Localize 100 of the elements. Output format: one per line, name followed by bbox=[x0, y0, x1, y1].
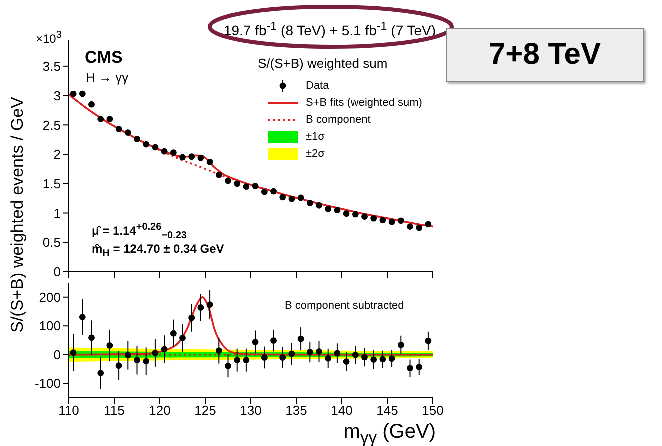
point bbox=[370, 215, 378, 222]
point bbox=[352, 211, 359, 218]
text: 7+8 TeV bbox=[446, 28, 644, 82]
point bbox=[134, 136, 140, 142]
point bbox=[243, 357, 250, 364]
point bbox=[270, 188, 277, 195]
point bbox=[198, 304, 204, 311]
point bbox=[143, 141, 150, 148]
point bbox=[416, 364, 423, 370]
y-axis-title: S/(S+B) weighted events / GeV bbox=[8, 97, 28, 333]
point bbox=[106, 116, 114, 122]
annotation: B component subtracted bbox=[285, 300, 404, 312]
point bbox=[252, 339, 259, 346]
point bbox=[362, 214, 368, 220]
point bbox=[206, 158, 214, 166]
point bbox=[343, 210, 350, 218]
point bbox=[170, 150, 177, 156]
legend-label: ±1σ bbox=[306, 130, 325, 142]
point bbox=[388, 356, 396, 362]
chart-title: 19.7 fb$^{-1}$ (8 TeV) + 5.1 fb$^{-1}$ (7 TeV) bbox=[224, 20, 436, 39]
legend-label: S+B fits (weighted sum) bbox=[306, 96, 422, 108]
point bbox=[334, 350, 341, 357]
legend-label: Data bbox=[306, 80, 330, 92]
point bbox=[425, 221, 432, 228]
point bbox=[152, 144, 159, 151]
point bbox=[306, 200, 314, 206]
point bbox=[306, 349, 314, 356]
point bbox=[261, 188, 268, 196]
point bbox=[298, 336, 304, 342]
x-tick-label: 115 bbox=[104, 403, 125, 418]
y-tick-label: 100 bbox=[39, 318, 61, 334]
y-tick-label: 3.5 bbox=[42, 59, 61, 74]
legend-title: S/(S+B) weighted sum bbox=[258, 56, 389, 71]
y-tick-label: 200 bbox=[39, 290, 61, 305]
point bbox=[362, 354, 368, 361]
point bbox=[343, 358, 350, 365]
point bbox=[116, 362, 122, 369]
point bbox=[270, 338, 277, 344]
point bbox=[79, 90, 86, 98]
point bbox=[280, 194, 286, 201]
y-tick-label: 0.5 bbox=[42, 235, 61, 250]
point bbox=[225, 362, 232, 370]
point bbox=[216, 172, 222, 178]
text: ×10$^{3}$ bbox=[36, 30, 62, 46]
y-tick-label: 0 bbox=[54, 264, 61, 280]
point bbox=[234, 357, 241, 364]
annotation: H → γγ bbox=[86, 70, 129, 85]
point bbox=[180, 154, 186, 161]
point bbox=[398, 218, 404, 224]
point bbox=[188, 154, 196, 160]
point bbox=[225, 178, 232, 184]
point bbox=[380, 356, 386, 363]
annotation: m̂$_{H}$ = 124.70 ± 0.34 GeV bbox=[92, 242, 224, 260]
point bbox=[316, 348, 322, 355]
point bbox=[152, 350, 159, 356]
y-tick-label: -100 bbox=[34, 376, 61, 392]
point bbox=[370, 356, 378, 363]
point bbox=[88, 334, 95, 342]
point bbox=[70, 90, 77, 98]
point bbox=[143, 358, 150, 365]
point bbox=[425, 338, 432, 344]
x-tick-label: 150 bbox=[422, 403, 444, 418]
point bbox=[380, 217, 386, 224]
legend-label: B component bbox=[306, 114, 371, 126]
point bbox=[116, 126, 122, 132]
point bbox=[180, 335, 186, 342]
point bbox=[416, 224, 423, 232]
x-tick-label: 125 bbox=[194, 403, 216, 418]
annotation: CMS bbox=[85, 48, 123, 68]
point bbox=[124, 352, 132, 359]
y-tick-label: 1.5 bbox=[42, 176, 61, 192]
point bbox=[216, 348, 222, 354]
point bbox=[334, 207, 341, 214]
point bbox=[252, 183, 259, 190]
x-tick-label: 120 bbox=[149, 403, 171, 418]
point bbox=[234, 180, 241, 188]
x-tick-label: 140 bbox=[331, 403, 353, 418]
point bbox=[161, 148, 168, 155]
point bbox=[325, 355, 332, 362]
y-tick-label: 2 bbox=[54, 147, 61, 162]
y-tick-label: 0 bbox=[54, 347, 61, 362]
point bbox=[188, 314, 196, 322]
point bbox=[206, 302, 214, 308]
point bbox=[70, 350, 77, 356]
x-tick-label: 135 bbox=[286, 403, 308, 418]
point bbox=[98, 116, 104, 122]
point bbox=[161, 346, 168, 353]
point bbox=[198, 154, 204, 162]
point bbox=[170, 330, 177, 337]
point bbox=[288, 350, 296, 358]
y-tick-label: 1 bbox=[54, 206, 61, 221]
point bbox=[261, 354, 268, 361]
point bbox=[79, 314, 86, 320]
point bbox=[316, 202, 322, 209]
point bbox=[134, 357, 140, 364]
y-tick-label: 3 bbox=[54, 88, 61, 104]
point bbox=[407, 224, 414, 230]
point bbox=[280, 354, 286, 361]
x-tick-label: 145 bbox=[376, 403, 398, 418]
point bbox=[288, 196, 296, 202]
